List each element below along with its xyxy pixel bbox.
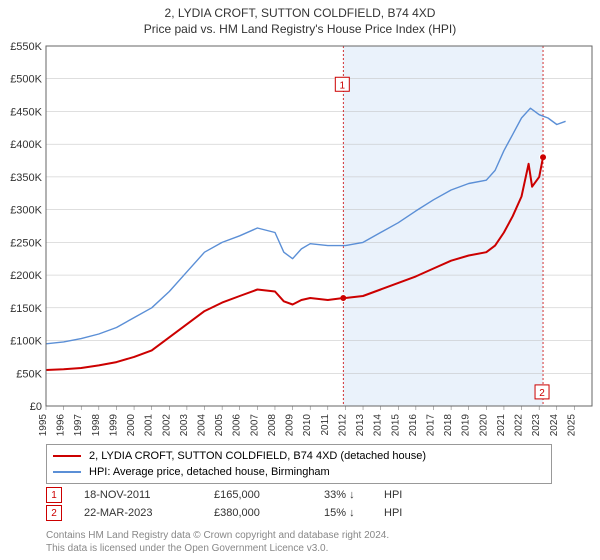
svg-text:2006: 2006 [232,414,243,437]
svg-text:£0: £0 [30,401,42,413]
svg-text:2: 2 [539,388,545,399]
legend-label: HPI: Average price, detached house, Birm… [89,466,330,478]
sale-suffix: HPI [384,489,402,501]
svg-text:£450K: £450K [10,106,42,118]
svg-text:2002: 2002 [161,414,172,437]
sale-pct: 33% ↓ [324,489,384,501]
svg-text:2019: 2019 [461,414,472,437]
sale-date: 22-MAR-2023 [84,507,214,519]
footnote: Contains HM Land Registry data © Crown c… [46,530,389,555]
svg-text:2012: 2012 [337,414,348,437]
svg-text:2021: 2021 [496,414,507,437]
svg-text:2007: 2007 [249,414,260,437]
svg-text:1: 1 [340,80,346,91]
svg-text:2023: 2023 [531,414,542,437]
sale-pct: 15% ↓ [324,507,384,519]
svg-text:2009: 2009 [285,414,296,437]
footnote-line1: Contains HM Land Registry data © Crown c… [46,530,389,541]
svg-text:2022: 2022 [514,414,525,437]
svg-text:2004: 2004 [197,414,208,437]
svg-text:2001: 2001 [144,414,155,437]
svg-text:£350K: £350K [10,172,42,184]
page-title: 2, LYDIA CROFT, SUTTON COLDFIELD, B74 4X… [0,0,600,20]
svg-text:£200K: £200K [10,270,42,282]
page-subtitle: Price paid vs. HM Land Registry's House … [0,20,600,40]
svg-text:2017: 2017 [425,414,436,437]
svg-text:£300K: £300K [10,205,42,217]
legend: 2, LYDIA CROFT, SUTTON COLDFIELD, B74 4X… [46,444,552,484]
sale-row: 1 18-NOV-2011£165,00033% ↓HPI [46,486,402,504]
sale-badge: 2 [46,505,62,521]
svg-text:2014: 2014 [373,414,384,437]
svg-text:2018: 2018 [443,414,454,437]
svg-text:2011: 2011 [320,414,331,436]
svg-text:2015: 2015 [390,414,401,437]
svg-text:2005: 2005 [214,414,225,437]
sale-suffix: HPI [384,507,402,519]
svg-text:£250K: £250K [10,237,42,249]
svg-text:2010: 2010 [302,414,313,437]
sales-table: 1 18-NOV-2011£165,00033% ↓HPI 2 22-MAR-2023… [46,486,402,522]
svg-text:£100K: £100K [10,336,42,348]
sale-price: £380,000 [214,507,324,519]
svg-text:1999: 1999 [108,414,119,437]
svg-text:2020: 2020 [478,414,489,437]
svg-text:£150K: £150K [10,303,42,315]
sale-row: 2 22-MAR-2023£380,00015% ↓HPI [46,504,402,522]
svg-text:£400K: £400K [10,139,42,151]
svg-text:£500K: £500K [10,74,42,86]
svg-text:2000: 2000 [126,414,137,437]
legend-label: 2, LYDIA CROFT, SUTTON COLDFIELD, B74 4X… [89,450,426,462]
legend-item: 2, LYDIA CROFT, SUTTON COLDFIELD, B74 4X… [53,448,545,464]
svg-text:1998: 1998 [91,414,102,437]
footnote-line2: This data is licensed under the Open Gov… [46,543,328,554]
svg-text:£50K: £50K [16,368,42,380]
sale-price: £165,000 [214,489,324,501]
svg-text:£550K: £550K [10,41,42,53]
svg-text:2008: 2008 [267,414,278,437]
svg-text:2024: 2024 [549,414,560,437]
svg-text:2025: 2025 [566,414,577,437]
svg-text:2013: 2013 [355,414,366,437]
sale-date: 18-NOV-2011 [84,489,214,501]
svg-text:1995: 1995 [38,414,49,437]
sale-badge: 1 [46,487,62,503]
price-chart: £0 £50K £100K £150K £200K £250K £300K £350K £400… [0,40,600,440]
svg-text:2016: 2016 [408,414,419,437]
legend-swatch [53,455,81,457]
legend-swatch [53,471,81,472]
svg-text:1996: 1996 [56,414,67,437]
legend-item: HPI: Average price, detached house, Birm… [53,464,545,480]
svg-text:1997: 1997 [73,414,84,437]
svg-text:2003: 2003 [179,414,190,437]
